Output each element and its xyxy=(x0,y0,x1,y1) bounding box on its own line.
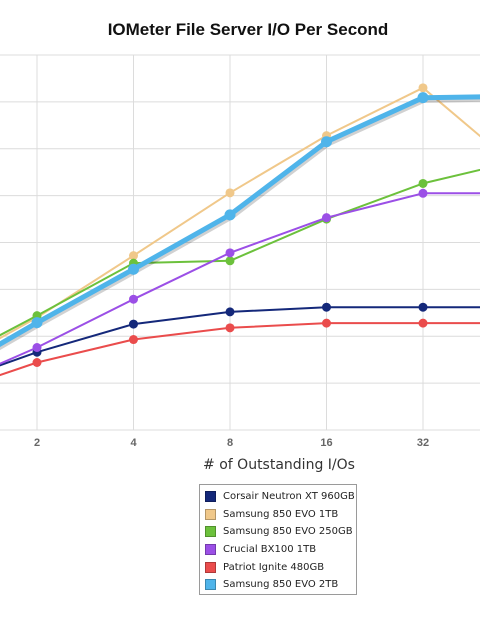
series-line xyxy=(0,192,480,365)
legend-label: Patriot Ignite 480GB xyxy=(223,561,325,573)
legend-item: Patriot Ignite 480GB xyxy=(205,558,356,576)
legend-item: Corsair Neutron XT 960GB xyxy=(205,488,356,506)
legend-label: Samsung 850 EVO 2TB xyxy=(223,579,339,591)
grid xyxy=(0,54,480,431)
legend-label: Samsung 850 EVO 250GB xyxy=(223,526,353,538)
x-tick-label: 16 xyxy=(320,437,332,449)
series-patriot-ignite-480gb xyxy=(0,318,480,377)
data-point xyxy=(32,343,42,352)
x-tick-label: 4 xyxy=(130,437,137,449)
data-point xyxy=(322,213,331,223)
data-point xyxy=(32,358,42,367)
series-crucial-bx100-1tb xyxy=(0,188,480,365)
legend-item: Samsung 850 EVO 2TB xyxy=(205,576,356,594)
data-point xyxy=(128,263,139,275)
legend-label: Samsung 850 EVO 1TB xyxy=(223,508,339,520)
legend-swatch xyxy=(205,544,216,556)
legend-swatch xyxy=(205,526,216,538)
data-point xyxy=(418,318,428,328)
data-point xyxy=(418,302,428,312)
data-point xyxy=(129,319,138,329)
legend-label: Crucial BX100 1TB xyxy=(223,544,317,556)
data-point xyxy=(322,318,331,328)
data-point xyxy=(322,302,331,312)
x-tick-label: 32 xyxy=(417,437,429,449)
x-axis-ticks: 2 4 8 16 32 xyxy=(34,437,429,449)
data-point xyxy=(225,323,235,333)
data-point xyxy=(225,307,235,317)
series-line xyxy=(0,86,480,340)
series-corsair-neutron-xt-960gb xyxy=(0,302,480,367)
data-point xyxy=(225,256,235,266)
series-line xyxy=(0,322,480,377)
data-point xyxy=(129,294,138,304)
data-point xyxy=(31,317,43,329)
chart-title: IOMeter File Server I/O Per Second xyxy=(108,20,389,39)
series-group xyxy=(0,83,480,377)
x-tick-label: 2 xyxy=(34,437,40,449)
data-point xyxy=(418,83,428,93)
legend-label: Corsair Neutron XT 960GB xyxy=(223,491,355,503)
legend-item: Samsung 850 EVO 250GB xyxy=(205,523,356,541)
legend-item: Samsung 850 EVO 1TB xyxy=(205,506,356,524)
data-point xyxy=(224,209,236,221)
legend-swatch xyxy=(205,508,216,520)
data-point xyxy=(418,188,428,198)
legend: Corsair Neutron XT 960GB Samsung 850 EVO … xyxy=(199,484,357,595)
data-point xyxy=(417,92,429,104)
data-point xyxy=(225,248,235,258)
legend-swatch xyxy=(205,491,216,503)
series-samsung-850-evo-2tb xyxy=(0,92,480,351)
series-line xyxy=(0,306,480,367)
x-tick-label: 8 xyxy=(227,437,233,449)
legend-swatch xyxy=(205,579,216,591)
data-point xyxy=(321,136,332,148)
x-axis-label: # of Outstanding I/Os xyxy=(203,457,355,473)
data-point xyxy=(418,178,428,188)
data-point xyxy=(225,188,235,198)
data-point xyxy=(129,251,138,261)
series-line-shadow xyxy=(0,95,480,351)
legend-swatch xyxy=(205,561,216,573)
legend-item: Crucial BX100 1TB xyxy=(205,541,356,559)
data-point xyxy=(129,335,138,345)
